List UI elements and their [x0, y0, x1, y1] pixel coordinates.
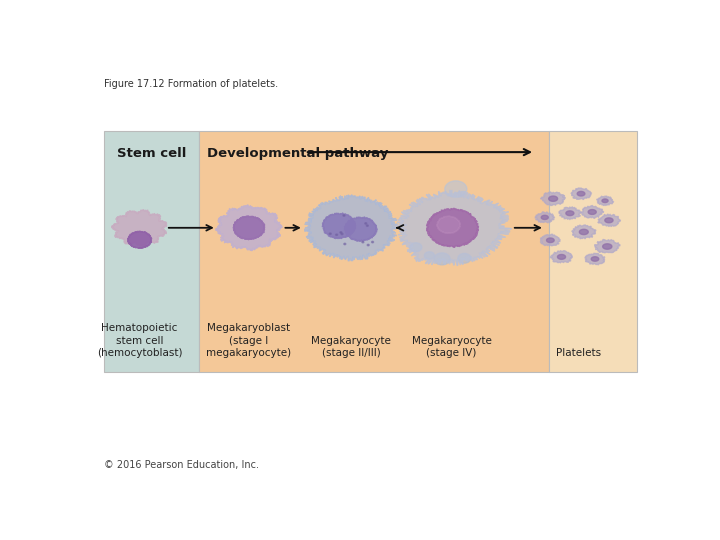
Polygon shape: [127, 231, 152, 248]
Circle shape: [362, 241, 364, 243]
Polygon shape: [595, 240, 620, 253]
Polygon shape: [585, 253, 605, 265]
Polygon shape: [557, 254, 566, 259]
Bar: [549, 131, 637, 373]
Circle shape: [434, 253, 450, 265]
Polygon shape: [233, 216, 265, 240]
Text: Platelets: Platelets: [556, 348, 600, 358]
Polygon shape: [541, 192, 565, 205]
Polygon shape: [546, 238, 554, 242]
Polygon shape: [112, 210, 167, 246]
Circle shape: [445, 181, 467, 197]
Polygon shape: [597, 196, 613, 206]
Polygon shape: [588, 210, 596, 214]
Text: © 2016 Pearson Education, Inc.: © 2016 Pearson Education, Inc.: [104, 460, 259, 470]
Circle shape: [372, 241, 374, 243]
Polygon shape: [566, 211, 574, 215]
Polygon shape: [591, 256, 599, 261]
FancyArrowPatch shape: [168, 225, 212, 231]
Text: Hematopoietic
stem cell
(hemocytoblast): Hematopoietic stem cell (hemocytoblast): [97, 323, 182, 358]
Circle shape: [458, 253, 471, 263]
Polygon shape: [426, 208, 479, 247]
Bar: [199, 131, 549, 373]
Text: Megakaryocyte
(stage IV): Megakaryocyte (stage IV): [412, 335, 492, 358]
Polygon shape: [437, 216, 460, 233]
Polygon shape: [344, 217, 377, 241]
Bar: [104, 131, 199, 373]
Polygon shape: [577, 191, 585, 196]
Polygon shape: [598, 214, 621, 227]
Circle shape: [344, 244, 346, 245]
Text: Megakaryocyte
(stage II/III): Megakaryocyte (stage II/III): [311, 335, 391, 358]
Polygon shape: [603, 244, 612, 249]
Circle shape: [343, 215, 345, 216]
Circle shape: [336, 234, 338, 235]
Circle shape: [366, 225, 368, 226]
FancyArrowPatch shape: [285, 225, 299, 231]
FancyArrowPatch shape: [307, 149, 530, 155]
Circle shape: [410, 243, 422, 252]
Polygon shape: [322, 213, 356, 239]
Text: Developmental pathway: Developmental pathway: [207, 147, 389, 160]
Polygon shape: [549, 196, 557, 201]
Polygon shape: [535, 212, 554, 223]
FancyArrowPatch shape: [397, 225, 403, 231]
Polygon shape: [559, 207, 581, 219]
FancyArrowPatch shape: [515, 225, 540, 231]
Polygon shape: [216, 205, 282, 251]
Circle shape: [424, 252, 434, 259]
Polygon shape: [580, 230, 588, 234]
Polygon shape: [581, 206, 604, 218]
Polygon shape: [540, 234, 560, 246]
Polygon shape: [541, 215, 549, 219]
Circle shape: [367, 244, 369, 246]
Polygon shape: [571, 188, 591, 200]
Circle shape: [329, 233, 331, 234]
Circle shape: [340, 232, 342, 233]
Polygon shape: [550, 251, 572, 263]
Polygon shape: [397, 190, 512, 265]
Circle shape: [341, 233, 343, 235]
Polygon shape: [572, 225, 596, 239]
Text: Megakaryoblast
(stage I
megakaryocyte): Megakaryoblast (stage I megakaryocyte): [207, 323, 292, 358]
Polygon shape: [602, 199, 608, 202]
Circle shape: [365, 222, 366, 224]
Text: Stem cell: Stem cell: [117, 147, 186, 160]
Polygon shape: [305, 195, 397, 261]
Polygon shape: [605, 218, 613, 223]
Text: Figure 17.12 Formation of platelets.: Figure 17.12 Formation of platelets.: [104, 79, 278, 89]
